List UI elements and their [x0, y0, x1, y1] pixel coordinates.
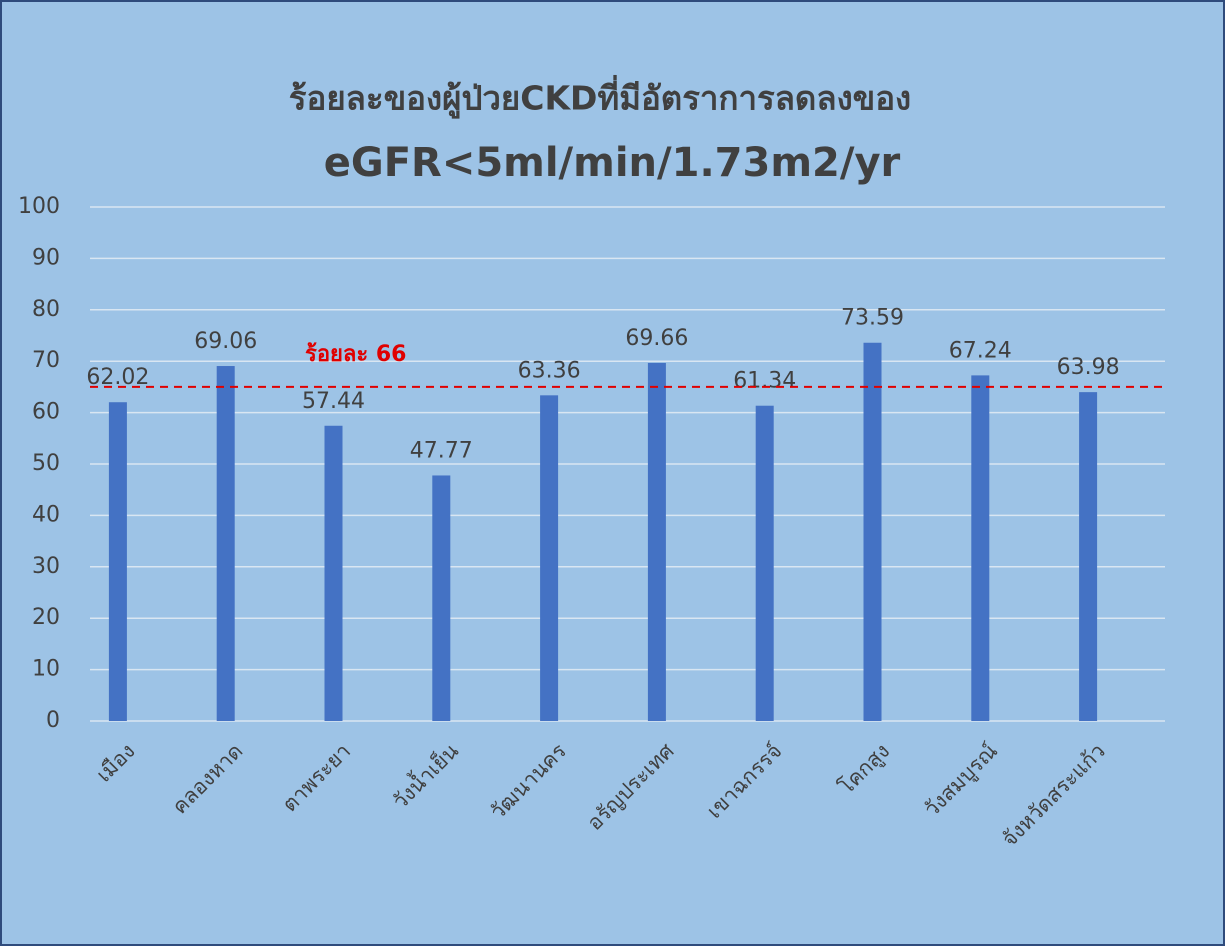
chart-title: eGFR<5ml/min/1.73m2/yr [324, 140, 901, 186]
value-label: 47.77 [410, 438, 473, 463]
value-label: 69.06 [194, 329, 257, 354]
value-label: 63.98 [1057, 355, 1120, 380]
value-label: 57.44 [302, 389, 365, 414]
value-label: 69.66 [625, 326, 688, 351]
y-tick-label: 20 [32, 605, 60, 630]
y-tick-label: 10 [32, 657, 60, 682]
bar [1079, 392, 1098, 721]
y-tick-label: 50 [32, 451, 60, 476]
value-label: 67.24 [949, 338, 1012, 363]
reference-label: ร้อยละ 66 [305, 342, 407, 367]
value-label: 61.34 [733, 369, 796, 394]
bar [971, 375, 990, 721]
value-label: 73.59 [841, 306, 904, 331]
bar [216, 366, 235, 721]
y-tick-label: 30 [32, 554, 60, 579]
chart-title: ร้อยละของผู้ป่วยCKDที่มีอัตราการลดลงของ [289, 75, 911, 120]
y-tick-label: 80 [32, 297, 60, 322]
y-tick-label: 40 [32, 502, 60, 527]
y-tick-label: 90 [32, 245, 60, 270]
bar [324, 425, 343, 721]
y-tick-label: 60 [32, 400, 60, 425]
bar [108, 402, 127, 721]
y-tick-label: 70 [32, 348, 60, 373]
y-tick-label: 100 [18, 194, 60, 219]
bar [863, 342, 882, 721]
bar [432, 475, 451, 721]
bar [755, 405, 774, 721]
y-tick-label: 0 [46, 708, 60, 733]
value-label: 63.36 [518, 358, 581, 383]
bar [647, 362, 666, 721]
bar [540, 395, 559, 721]
